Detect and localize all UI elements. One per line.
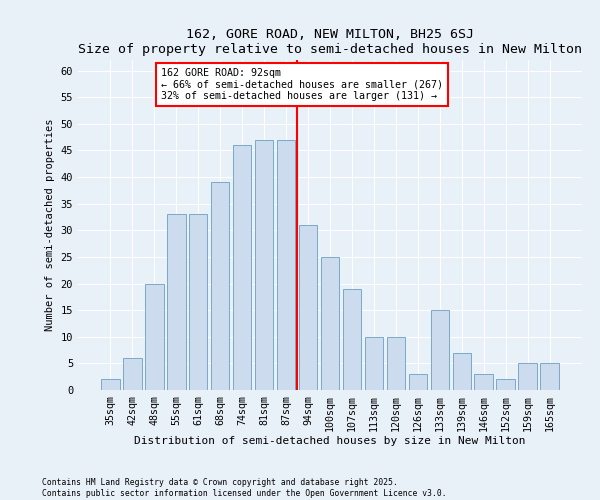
Text: 162 GORE ROAD: 92sqm
← 66% of semi-detached houses are smaller (267)
32% of semi: 162 GORE ROAD: 92sqm ← 66% of semi-detac…: [161, 68, 443, 101]
Bar: [101, 380, 119, 390]
Bar: [277, 140, 295, 390]
Bar: [541, 364, 559, 390]
Bar: [496, 380, 515, 390]
Bar: [452, 352, 471, 390]
Bar: [386, 337, 405, 390]
Bar: [189, 214, 208, 390]
Bar: [320, 257, 340, 390]
Y-axis label: Number of semi-detached properties: Number of semi-detached properties: [45, 118, 55, 331]
Bar: [145, 284, 164, 390]
Bar: [233, 145, 251, 390]
Bar: [123, 358, 142, 390]
Bar: [255, 140, 274, 390]
Bar: [365, 337, 383, 390]
Bar: [167, 214, 185, 390]
Bar: [299, 225, 317, 390]
Text: Contains HM Land Registry data © Crown copyright and database right 2025.
Contai: Contains HM Land Registry data © Crown c…: [42, 478, 446, 498]
Bar: [409, 374, 427, 390]
X-axis label: Distribution of semi-detached houses by size in New Milton: Distribution of semi-detached houses by …: [134, 436, 526, 446]
Bar: [431, 310, 449, 390]
Bar: [475, 374, 493, 390]
Title: 162, GORE ROAD, NEW MILTON, BH25 6SJ
Size of property relative to semi-detached : 162, GORE ROAD, NEW MILTON, BH25 6SJ Siz…: [78, 28, 582, 56]
Bar: [343, 289, 361, 390]
Bar: [518, 364, 537, 390]
Bar: [211, 182, 229, 390]
